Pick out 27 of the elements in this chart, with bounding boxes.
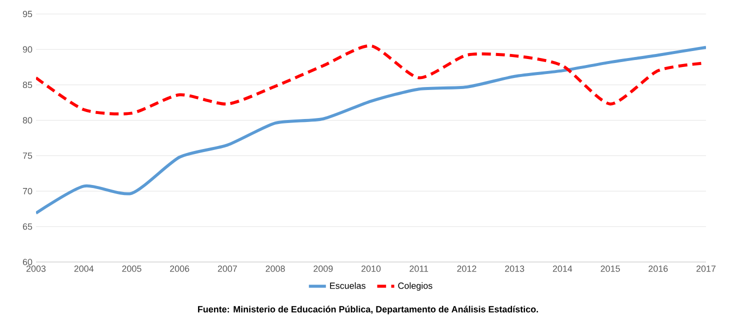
x-tick-label: 2012 xyxy=(457,266,476,272)
source-note: Fuente: Ministerio de Educación Pública, Departamento de Análisis Estadístico. xyxy=(198,306,538,314)
y-tick-label: 60 xyxy=(22,258,32,266)
y-tick-label: 80 xyxy=(22,117,32,124)
y-tick-label: 70 xyxy=(22,188,32,194)
y-tick-label: 85 xyxy=(22,82,32,88)
x-tick-label: 2007 xyxy=(218,266,237,272)
x-tick-label: 2004 xyxy=(74,266,94,272)
legend-label: Escuelas xyxy=(330,282,366,289)
x-tick-label: 2005 xyxy=(122,266,142,272)
x-tick-label: 2016 xyxy=(648,266,668,272)
line-series xyxy=(36,46,706,215)
y-tick-label: 75 xyxy=(22,152,32,159)
y-tick-label: 95 xyxy=(22,10,32,18)
x-tick-label: 2009 xyxy=(314,266,333,272)
x-tick-label: 2014 xyxy=(552,266,572,272)
y-tick-label: 90 xyxy=(22,46,32,53)
x-tick-label: 2011 xyxy=(410,266,428,272)
x-tick-label: 2015 xyxy=(600,266,620,272)
x-tick-label: 2006 xyxy=(170,266,190,272)
x-tick-label: 2008 xyxy=(266,266,285,272)
y-tick-label: 65 xyxy=(22,223,32,230)
x-tick-label: 2013 xyxy=(505,266,524,272)
legend-label: Colegios xyxy=(398,282,432,291)
x-tick-label: 2017 xyxy=(696,266,716,272)
x-tick-label: 2010 xyxy=(361,266,381,272)
x-tick-label: 2003 xyxy=(26,266,46,272)
